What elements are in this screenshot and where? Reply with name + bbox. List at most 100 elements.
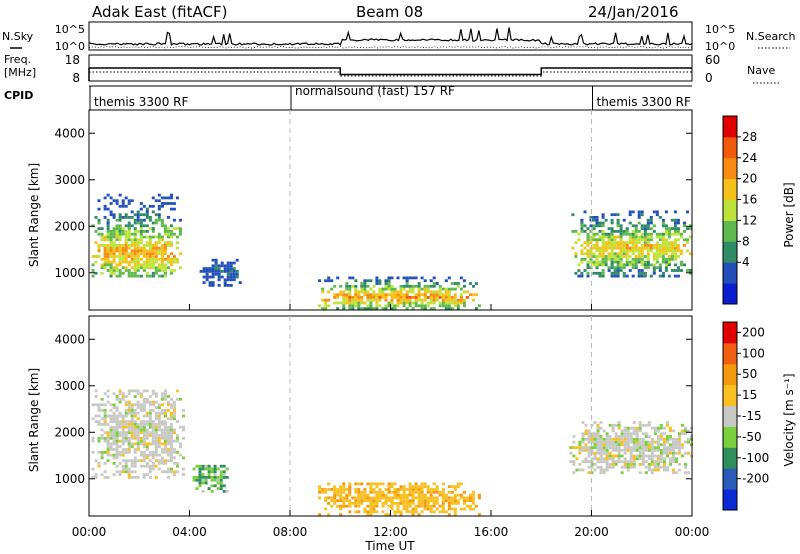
heatmap-cell (106, 232, 110, 236)
heatmap-cell (661, 238, 665, 242)
heatmap-cell (679, 252, 683, 256)
heatmap-cell (210, 490, 214, 493)
heatmap-cell (402, 502, 406, 505)
heatmap-cell (336, 307, 340, 310)
heatmap-cell (629, 435, 633, 438)
heatmap-cell (647, 457, 651, 461)
heatmap-cell (607, 252, 611, 256)
heatmap-cell (435, 282, 439, 285)
heatmap-cell (142, 434, 146, 437)
heatmap-cell (211, 281, 215, 284)
heatmap-cell (103, 403, 107, 407)
heatmap-cell (148, 260, 152, 264)
heatmap-cell (683, 238, 687, 242)
heatmap-cell (667, 235, 671, 239)
heatmap-cell (625, 252, 629, 256)
heatmap-cell (157, 434, 161, 437)
heatmap-cell (629, 446, 633, 449)
heatmap-cell (127, 476, 131, 479)
heatmap-cell (634, 241, 638, 244)
heatmap-cell (112, 436, 116, 440)
heatmap-cell (172, 431, 176, 435)
heatmap-cell (121, 420, 125, 423)
heatmap-cell (133, 266, 137, 270)
heatmap-cell (157, 232, 161, 236)
heatmap-cell (157, 439, 161, 443)
heatmap-cell (154, 235, 158, 239)
heatmap-cell (625, 257, 629, 261)
heatmap-cell (372, 290, 376, 294)
heatmap-cell (109, 241, 113, 244)
heatmap-cell (646, 238, 650, 242)
heatmap-cell (432, 510, 436, 514)
heatmap-cell (121, 246, 125, 250)
heatmap-cell (638, 449, 642, 452)
heatmap-cell (453, 488, 457, 491)
heatmap-cell (118, 473, 122, 476)
heatmap-cell (112, 244, 116, 247)
heatmap-cell (635, 457, 639, 461)
heatmap-cell (151, 462, 155, 465)
heatmap-cell (204, 476, 208, 479)
heatmap-cell (610, 235, 614, 239)
heatmap-cell (142, 459, 146, 463)
heatmap-cell (366, 482, 370, 486)
heatmap-cell (115, 395, 119, 398)
heatmap-cell (204, 464, 208, 468)
heatmap-cell (220, 270, 224, 273)
heatmap-cell (634, 257, 638, 261)
heatmap-cell (148, 417, 152, 421)
heatmap-cell (447, 290, 451, 294)
heatmap-cell (136, 216, 140, 219)
heatmap-cell (665, 421, 669, 424)
heatmap-cell (133, 244, 137, 247)
heatmap-cell (136, 448, 140, 451)
heatmap-cell (166, 260, 170, 264)
heatmap-cell (106, 257, 110, 261)
heatmap-cell (608, 423, 612, 427)
heatmap-cell (106, 235, 110, 239)
heatmap-cell (620, 435, 624, 438)
heatmap-cell (584, 460, 588, 463)
heatmap-cell (625, 274, 629, 278)
heatmap-cell (689, 227, 693, 230)
heatmap-cell (384, 293, 388, 297)
heatmap-cell (157, 235, 161, 239)
heatmap-cell (124, 260, 128, 264)
heatmap-cell (166, 431, 170, 435)
heatmap-cell (432, 499, 436, 503)
heatmap-cell (103, 257, 107, 261)
heatmap-cell (429, 507, 433, 511)
heatmap-cell (587, 465, 591, 469)
heatmap-cell (644, 443, 648, 447)
heatmap-cell (625, 232, 629, 236)
heatmap-cell (360, 290, 364, 294)
heatmap-cell (614, 454, 618, 458)
heatmap-cell (605, 460, 609, 463)
heatmap-cell (378, 488, 382, 491)
heatmap-cell (656, 443, 660, 447)
heatmap-cell (166, 400, 170, 404)
heatmap-cell (656, 454, 660, 458)
heatmap-cell (342, 304, 346, 308)
heatmap-cell (396, 276, 400, 280)
heatmap-cell (226, 272, 230, 276)
heatmap-cell (112, 453, 116, 457)
heatmap-cell (112, 249, 116, 253)
heatmap-cell (121, 414, 125, 418)
heatmap-cell (151, 450, 155, 454)
heatmap-cell (417, 304, 421, 308)
heatmap-cell (676, 218, 680, 222)
heatmap-cell (175, 462, 179, 465)
heatmap-cell (686, 238, 690, 242)
heatmap-cell (623, 465, 627, 469)
heatmap-cell (151, 221, 155, 225)
heatmap-cell (601, 232, 605, 236)
heatmap-cell (444, 510, 448, 514)
heatmap-cell (607, 244, 611, 247)
heatmap-cell (226, 278, 230, 282)
heatmap-cell (151, 456, 155, 460)
heatmap-cell (136, 439, 140, 443)
heatmap-cell (363, 490, 367, 494)
heatmap-cell (372, 307, 376, 310)
